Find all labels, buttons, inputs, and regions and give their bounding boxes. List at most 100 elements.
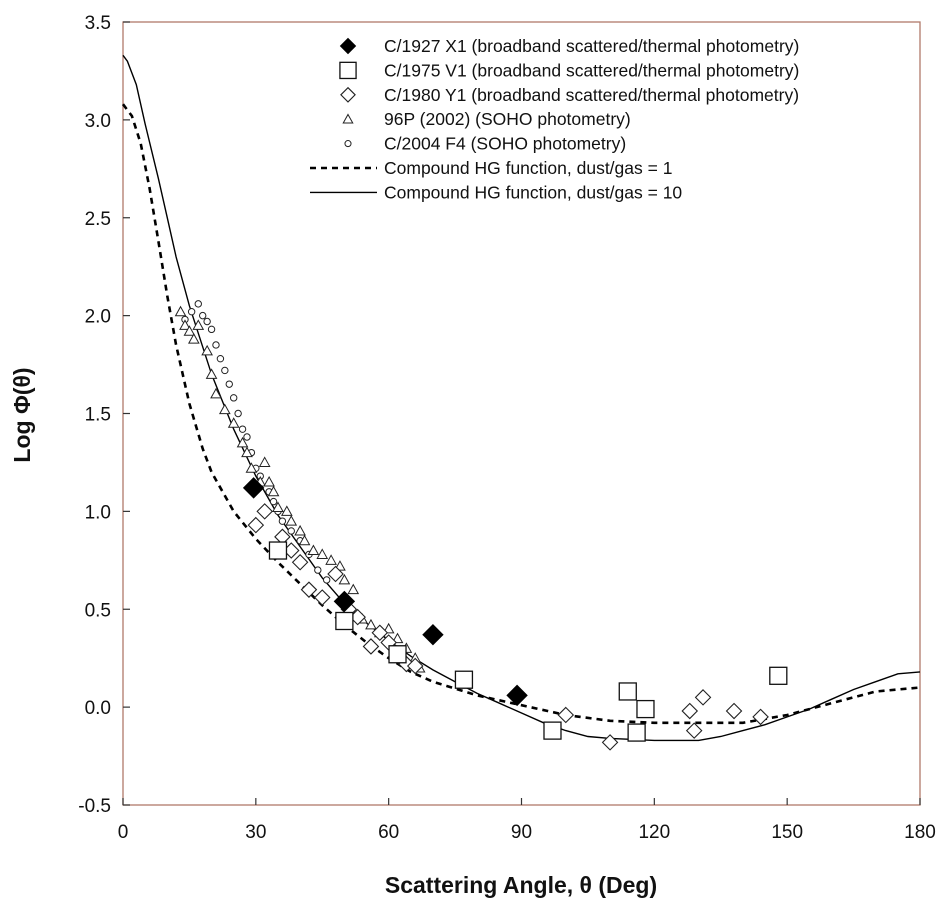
marker-c2004f4 bbox=[207, 325, 216, 334]
marker-96p bbox=[183, 325, 196, 336]
marker-c1927x1 bbox=[242, 477, 265, 499]
marker-96p bbox=[210, 387, 222, 399]
marker-96p bbox=[338, 573, 351, 585]
legend-entry: C/2004 F4 (SOHO photometry) bbox=[344, 134, 626, 154]
marker-96p bbox=[245, 462, 258, 473]
y-tick-label: 1.5 bbox=[85, 405, 111, 426]
marker-c1975v1 bbox=[268, 541, 288, 560]
marker-c2004f4 bbox=[229, 394, 238, 402]
marker-96p bbox=[227, 417, 240, 428]
marker-96p bbox=[365, 618, 377, 630]
legend-entry: 96P (2002) (SOHO photometry) bbox=[342, 109, 631, 129]
marker-c1980y1 bbox=[256, 503, 273, 520]
marker-c2004f4 bbox=[234, 409, 242, 418]
legend-entry: C/1927 X1 (broadband scattered/thermal p… bbox=[339, 36, 799, 56]
y-tick-label: 0.5 bbox=[85, 600, 111, 621]
marker-c2004f4 bbox=[243, 433, 251, 441]
marker-96p bbox=[307, 544, 320, 556]
marker-c2004f4 bbox=[194, 300, 202, 308]
marker-c1980y1 bbox=[681, 702, 699, 720]
marker-c1975v1 bbox=[388, 645, 407, 664]
marker-96p bbox=[382, 622, 395, 634]
marker-c1980y1 bbox=[406, 657, 424, 675]
marker-c1927x1 bbox=[339, 37, 357, 55]
legend-label: C/1975 V1 (broadband scattered/thermal p… bbox=[384, 60, 799, 80]
marker-96p bbox=[294, 524, 306, 536]
marker-96p bbox=[298, 534, 311, 546]
x-tick-label: 0 bbox=[118, 822, 129, 843]
legend-label: 96P (2002) (SOHO photometry) bbox=[384, 109, 631, 129]
x-axis-title: Scattering Angle, θ (Deg) bbox=[385, 872, 657, 898]
marker-96p bbox=[316, 548, 329, 559]
marker-c1980y1 bbox=[685, 722, 703, 739]
marker-c1927x1 bbox=[506, 684, 528, 707]
marker-96p bbox=[280, 505, 293, 516]
x-tick-label: 180 bbox=[904, 822, 936, 843]
marker-c2004f4 bbox=[287, 527, 295, 535]
marker-c2004f4 bbox=[203, 317, 211, 326]
y-tick-label: 2.5 bbox=[85, 209, 111, 230]
marker-c1980y1 bbox=[327, 565, 344, 583]
markers bbox=[174, 300, 788, 751]
legend-entry: Compound HG function, dust/gas = 10 bbox=[310, 182, 682, 202]
legend-entry: C/1975 V1 (broadband scattered/thermal p… bbox=[339, 60, 799, 80]
y-tick-label: 0.0 bbox=[85, 698, 111, 719]
marker-96p bbox=[342, 113, 354, 124]
marker-c2004f4 bbox=[225, 380, 233, 388]
y-axis-title: Log Φ(θ) bbox=[9, 367, 35, 462]
y-tick-label: -0.5 bbox=[78, 796, 111, 817]
marker-c1980y1 bbox=[247, 516, 265, 534]
marker-c1980y1 bbox=[725, 702, 743, 720]
marker-c2004f4 bbox=[344, 140, 352, 148]
x-tick-label: 60 bbox=[378, 822, 399, 843]
y-tick-label: 3.5 bbox=[85, 13, 111, 34]
legend-label: C/1980 Y1 (broadband scattered/thermal p… bbox=[384, 85, 799, 105]
marker-96p bbox=[263, 475, 275, 487]
marker-c1980y1 bbox=[601, 734, 619, 751]
y-tick-label: 3.0 bbox=[85, 111, 111, 132]
marker-c1980y1 bbox=[313, 589, 331, 606]
marker-c2004f4 bbox=[314, 566, 322, 574]
marker-c1975v1 bbox=[627, 723, 646, 742]
marker-c2004f4 bbox=[221, 366, 229, 375]
legend-entry: C/1980 Y1 (broadband scattered/thermal p… bbox=[340, 85, 799, 105]
marker-c1980y1 bbox=[362, 638, 380, 655]
marker-c2004f4 bbox=[322, 576, 331, 584]
marker-c1980y1 bbox=[300, 581, 318, 598]
marker-c2004f4 bbox=[269, 497, 278, 506]
y-axis: -0.5 0.0 0.5 1.0 1.5 2.0 2.5 3.0 3.5 bbox=[78, 13, 130, 817]
legend-label: Compound HG function, dust/gas = 10 bbox=[384, 182, 682, 202]
marker-c2004f4 bbox=[199, 311, 207, 320]
legend-label: C/2004 F4 (SOHO photometry) bbox=[384, 134, 626, 154]
x-axis: 0 30 60 90 120 150 180 bbox=[118, 798, 936, 843]
marker-c1975v1 bbox=[543, 721, 562, 740]
marker-96p bbox=[258, 456, 271, 467]
marker-c1980y1 bbox=[752, 708, 769, 726]
marker-c1975v1 bbox=[618, 682, 637, 701]
marker-c1927x1 bbox=[333, 590, 356, 613]
marker-c2004f4 bbox=[278, 517, 287, 525]
marker-96p bbox=[179, 319, 191, 330]
legend-entry: Compound HG function, dust/gas = 1 bbox=[310, 158, 672, 178]
marker-96p bbox=[267, 485, 280, 497]
marker-96p bbox=[325, 554, 337, 565]
marker-c1975v1 bbox=[636, 699, 655, 719]
marker-c1975v1 bbox=[769, 666, 788, 685]
marker-c1927x1 bbox=[422, 623, 444, 646]
marker-c1980y1 bbox=[557, 706, 575, 724]
marker-96p bbox=[187, 333, 200, 344]
y-tick-label: 2.0 bbox=[85, 307, 111, 328]
marker-96p bbox=[285, 515, 298, 526]
marker-96p bbox=[201, 344, 213, 356]
y-tick-label: 1.0 bbox=[85, 502, 111, 523]
x-tick-label: 90 bbox=[511, 822, 532, 843]
marker-c1980y1 bbox=[371, 624, 389, 642]
marker-c1980y1 bbox=[694, 689, 712, 706]
marker-c1975v1 bbox=[454, 670, 474, 689]
marker-96p bbox=[174, 305, 187, 317]
legend-label: Compound HG function, dust/gas = 1 bbox=[384, 158, 672, 178]
marker-96p bbox=[391, 632, 404, 644]
marker-c2004f4 bbox=[187, 308, 196, 316]
marker-c1980y1 bbox=[340, 86, 356, 103]
